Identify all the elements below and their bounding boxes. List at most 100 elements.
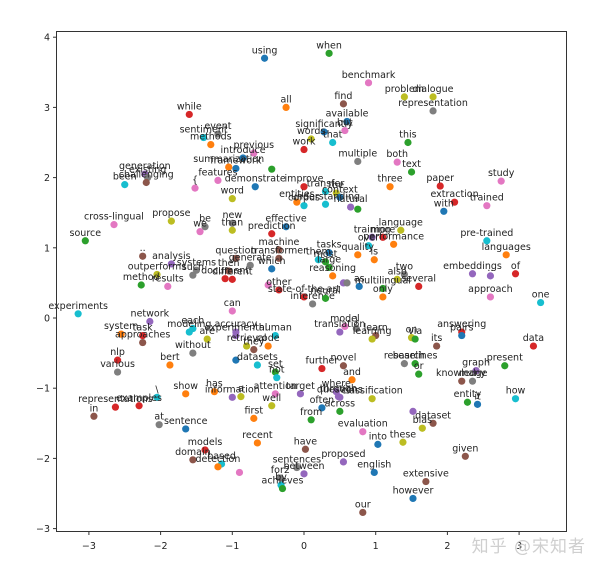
- data-point: languages: [482, 242, 531, 259]
- point-label: graph: [462, 358, 490, 369]
- point-marker: [336, 328, 344, 336]
- point-marker: [374, 440, 382, 448]
- data-point: how: [506, 386, 526, 403]
- data-point: various: [100, 359, 135, 376]
- point-label: prediction: [248, 221, 296, 232]
- point-marker: [325, 263, 333, 272]
- point-label: learning: [353, 326, 392, 337]
- point-marker: [343, 117, 351, 126]
- data-point: neural: [310, 285, 341, 302]
- point-marker: [253, 361, 261, 369]
- point-marker: [296, 390, 305, 398]
- data-point: learning: [353, 326, 392, 343]
- data-point: classification: [341, 386, 403, 403]
- point-label: achieves: [262, 476, 304, 487]
- data-point: novel: [330, 353, 356, 370]
- point-label: method: [123, 272, 160, 283]
- point-label: proposed: [321, 449, 365, 460]
- data-point: datasets: [237, 352, 278, 369]
- point-label: nlp: [110, 347, 125, 358]
- point-marker: [185, 328, 193, 336]
- point-label: large: [317, 254, 341, 265]
- point-marker: [250, 345, 258, 354]
- data-point: source: [70, 228, 101, 245]
- data-point: [354, 205, 362, 213]
- point-marker: [450, 198, 459, 206]
- data-point: corpus: [288, 193, 320, 210]
- point-label: corpus: [288, 193, 320, 204]
- point-marker: [399, 438, 407, 446]
- data-point: however: [393, 485, 434, 503]
- point-marker: [228, 226, 236, 234]
- point-label: however: [393, 485, 434, 496]
- point-marker: [228, 219, 236, 227]
- data-point: of: [511, 261, 521, 278]
- data-point: domain: [175, 447, 211, 464]
- data-point: baselines: [393, 351, 438, 368]
- data-point: multiple: [338, 148, 377, 166]
- watermark: 知乎 @宋知者: [471, 537, 586, 557]
- point-marker: [214, 463, 222, 471]
- point-label: improve: [285, 174, 324, 185]
- data-point: been: [113, 172, 137, 189]
- data-point: it: [473, 391, 482, 408]
- point-marker: [379, 293, 387, 301]
- point-label: each: [181, 316, 204, 327]
- point-marker: [400, 93, 408, 101]
- point-label: neural: [310, 285, 340, 296]
- data-point: context: [322, 184, 358, 201]
- data-point: often: [310, 395, 334, 412]
- data-point: features: [198, 167, 238, 185]
- data-point: trained: [470, 193, 504, 210]
- point-label: from: [300, 407, 322, 418]
- point-marker: [436, 182, 444, 190]
- point-label: into: [369, 431, 387, 442]
- data-point: than: [222, 217, 243, 234]
- data-point: performance: [363, 231, 424, 248]
- point-marker: [343, 279, 351, 287]
- point-label: available: [326, 108, 369, 119]
- point-label: models: [188, 437, 223, 448]
- point-marker: [196, 228, 204, 236]
- point-label: them: [306, 247, 331, 258]
- point-label: classification: [341, 386, 402, 397]
- point-marker: [121, 181, 129, 189]
- point-label: introduce: [221, 145, 266, 156]
- point-marker: [511, 395, 520, 403]
- point-marker: [117, 330, 125, 338]
- point-label: all: [281, 94, 292, 105]
- point-marker: [189, 349, 197, 357]
- data-point: demonstrate: [225, 174, 286, 191]
- point-marker: [440, 207, 448, 215]
- point-marker: [407, 168, 416, 176]
- point-marker: [246, 261, 254, 269]
- point-marker: [275, 254, 283, 262]
- data-point: further: [306, 356, 338, 373]
- point-label: this: [399, 130, 416, 141]
- point-label: or: [414, 361, 424, 372]
- y-axis: −3 −2 −1 0 1 2 3 4: [36, 33, 57, 535]
- point-label: approach: [468, 284, 512, 295]
- point-marker: [364, 242, 373, 250]
- point-label: as: [354, 273, 365, 284]
- data-point: with: [434, 198, 454, 215]
- point-label: by: [275, 472, 287, 483]
- point-marker: [237, 393, 245, 401]
- data-point: sentiment: [180, 125, 228, 142]
- data-point: three: [377, 174, 403, 191]
- point-label: }: [353, 316, 359, 327]
- point-label: transformer: [251, 245, 307, 256]
- point-label: of: [511, 261, 521, 272]
- point-label: system: [104, 321, 138, 332]
- point-marker: [404, 138, 412, 147]
- point-label: dataset: [415, 410, 451, 421]
- point-label: attention: [254, 381, 297, 392]
- data-point: proposed: [321, 449, 366, 466]
- point-label: cross-lingual: [84, 212, 144, 223]
- data-point: inference: [290, 291, 335, 308]
- data-point: experimental: [204, 323, 267, 340]
- point-label: extensive: [403, 469, 449, 480]
- data-point: at: [154, 412, 164, 429]
- point-label: \: [155, 384, 159, 395]
- point-marker: [113, 368, 122, 376]
